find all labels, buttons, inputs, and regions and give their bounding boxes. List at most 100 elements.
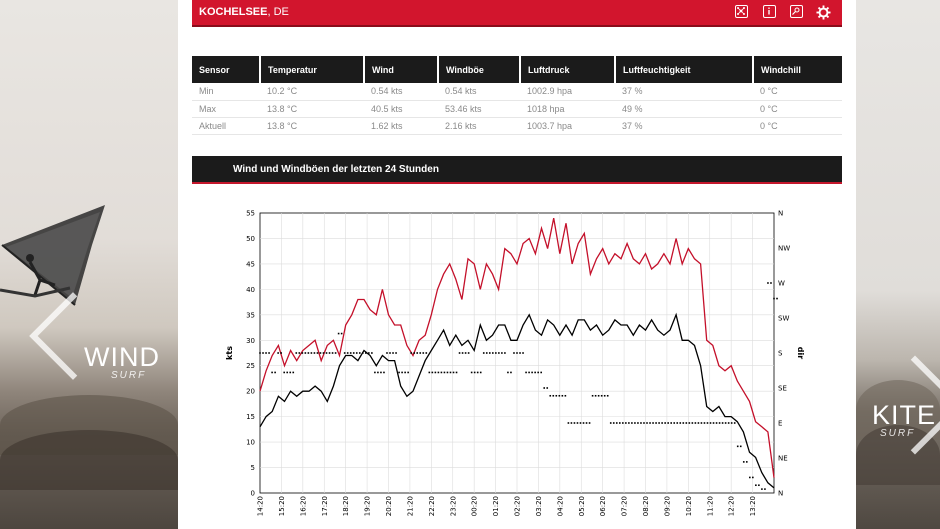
direction-point	[712, 422, 715, 424]
direction-point	[464, 352, 467, 354]
direction-point	[564, 394, 567, 397]
direction-point	[283, 371, 285, 374]
direction-point	[658, 422, 660, 424]
direction-point	[310, 352, 313, 354]
x-tick-label: 16:20	[299, 496, 307, 516]
wave-decoration	[856, 425, 940, 485]
direction-point	[573, 422, 576, 424]
info-icon[interactable]	[763, 5, 776, 18]
sensor-table: Sensor Temperatur Wind Windböe Luftdruck…	[192, 56, 842, 135]
direction-point	[739, 445, 742, 448]
x-tick-label: 15:20	[278, 496, 286, 516]
direction-point	[395, 352, 397, 354]
direction-point	[325, 352, 328, 354]
x-tick-label: 12:20	[728, 496, 736, 516]
dir-tick-label: NE	[778, 455, 788, 463]
direction-point	[615, 422, 618, 424]
direction-point	[631, 422, 633, 424]
table-cell: 0 °C	[753, 117, 842, 135]
table-cell: 53.46 kts	[438, 100, 520, 118]
x-tick-label: 11:20	[706, 496, 714, 516]
direction-point	[340, 332, 343, 335]
direction-point	[776, 297, 778, 300]
direction-point	[764, 488, 766, 490]
direction-point	[555, 394, 558, 397]
x-tick-label: 09:20	[663, 496, 671, 516]
y2-axis-label: dir	[796, 347, 805, 359]
direction-point	[461, 352, 464, 354]
direction-point	[485, 352, 488, 354]
direction-point	[422, 352, 425, 354]
direction-point	[313, 352, 316, 354]
direction-point	[331, 352, 334, 354]
direction-point	[549, 394, 552, 397]
dir-tick-label: W	[778, 280, 785, 288]
gear-icon[interactable]	[816, 5, 831, 20]
y-tick-label: 45	[246, 260, 255, 268]
direction-point	[277, 352, 279, 354]
direction-point	[452, 371, 455, 374]
y-tick-label: 15	[246, 413, 255, 421]
direction-point	[328, 352, 331, 354]
direction-point	[476, 371, 479, 374]
direction-point	[603, 394, 606, 397]
direction-point	[697, 422, 700, 424]
direction-point	[510, 371, 512, 374]
direction-point	[770, 282, 772, 284]
x-tick-label: 02:20	[514, 496, 522, 516]
direction-point	[688, 422, 691, 424]
column-header: Sensor	[192, 56, 261, 83]
table-cell: 0 °C	[753, 83, 842, 101]
direction-point	[528, 371, 530, 374]
y-tick-label: 10	[246, 439, 255, 447]
expand-icon[interactable]	[790, 5, 803, 18]
dir-tick-label: S	[778, 350, 783, 358]
direction-point	[546, 387, 549, 389]
direction-point	[588, 422, 591, 424]
direction-point	[295, 352, 298, 354]
kitesurf-link[interactable]: KITE	[872, 400, 937, 430]
x-tick-label: 03:20	[535, 496, 543, 516]
table-cell: 37 %	[615, 83, 753, 101]
direction-point	[552, 394, 555, 397]
table-cell: 13.8 °C	[260, 117, 364, 135]
direction-point	[389, 352, 391, 354]
direction-point	[262, 352, 264, 354]
x-tick-label: 19:20	[364, 496, 372, 516]
direction-point	[319, 352, 322, 354]
direction-point	[519, 352, 521, 354]
direction-point	[634, 422, 636, 424]
direction-point	[649, 422, 651, 424]
windsurf-link[interactable]: WIND	[84, 342, 160, 372]
direction-point	[724, 422, 727, 424]
direction-point	[346, 352, 349, 354]
direction-point	[585, 422, 588, 424]
direction-point	[504, 352, 506, 354]
direction-point	[467, 352, 470, 354]
direction-point	[507, 371, 509, 374]
direction-point	[443, 371, 446, 374]
windsurf-sub-label: SURF	[111, 370, 147, 381]
direction-point	[440, 371, 443, 374]
windsurf-background: WIND SURF	[0, 0, 178, 529]
direction-point	[425, 352, 428, 354]
network-icon[interactable]	[735, 5, 748, 18]
direction-point	[470, 371, 473, 374]
direction-point	[386, 352, 388, 354]
direction-point	[259, 352, 261, 354]
direction-point	[377, 371, 379, 374]
dir-tick-label: SE	[778, 385, 787, 393]
location-name: KOCHELSEE	[199, 6, 268, 18]
direction-point	[706, 422, 709, 424]
direction-point	[449, 371, 452, 374]
table-cell: 40.5 kts	[364, 100, 438, 118]
x-tick-label: 17:20	[321, 496, 329, 516]
y-tick-label: 50	[246, 235, 255, 243]
direction-point	[513, 352, 515, 354]
direction-point	[652, 422, 654, 424]
direction-point	[752, 476, 754, 479]
direction-point	[401, 371, 403, 374]
direction-point	[749, 476, 751, 479]
direction-point	[758, 484, 760, 487]
direction-point	[691, 422, 694, 424]
